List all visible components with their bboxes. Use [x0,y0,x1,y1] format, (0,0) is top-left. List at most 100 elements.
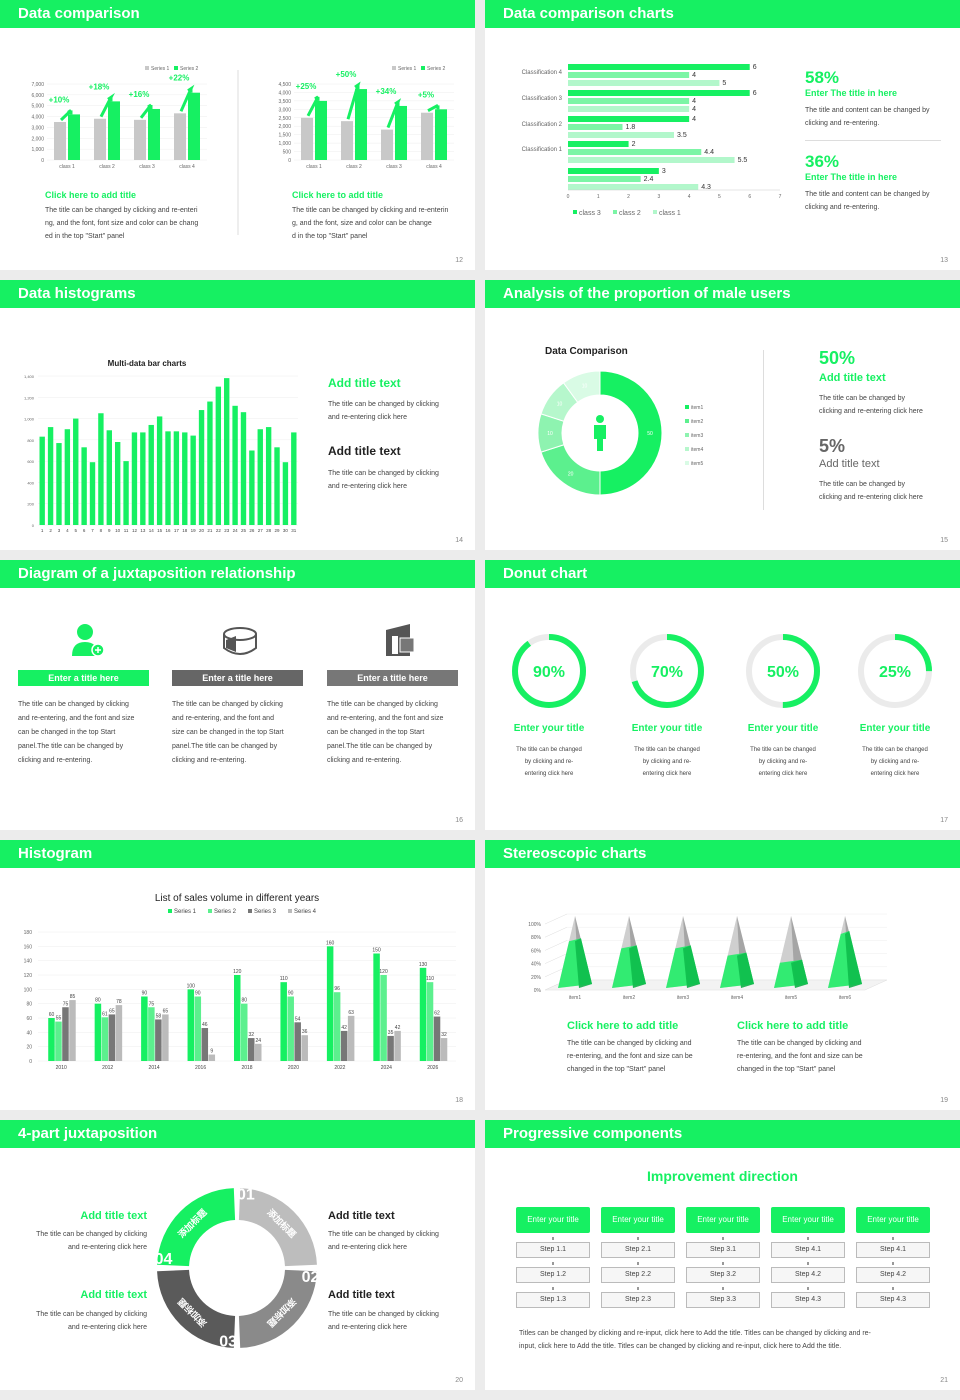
x-tick-label: 2020 [288,1065,299,1071]
data-label: 58 [156,1013,162,1019]
hbar [568,72,690,78]
percent-label: +18% [89,82,110,91]
progress-step[interactable]: Step 4.3 [771,1292,845,1308]
donut-progress [746,634,820,708]
bar [201,1028,209,1061]
connector [722,1287,724,1290]
percent-1: 58% [805,68,840,87]
progress-step[interactable]: Step 2.3 [601,1292,675,1308]
br-heading: Add title text [328,1289,395,1301]
legend-label: Series 3 [254,909,277,915]
legend-swatch [168,909,172,913]
left-caption: Click here to add title [45,190,137,200]
bar [347,1015,355,1061]
subtitle-1: Add title text [819,372,886,384]
data-label: 4.4 [704,149,714,156]
histogram-bar [89,462,96,525]
y-tick-label: 6,000 [31,93,44,99]
data-label: 130 [419,962,428,968]
y-tick-label: 160 [24,944,33,950]
bar [187,989,195,1061]
data-label: 120 [233,969,242,975]
slide-12[interactable]: Data comparison 7,000 6,000 5,000 4,000 3,00… [0,0,475,270]
progress-step[interactable]: Step 4.3 [856,1292,930,1308]
data-label: 55 [56,1016,62,1022]
slide-title: Progressive components [485,1120,960,1148]
y-tick-label: 80 [26,1002,32,1008]
page-number: 12 [455,257,463,264]
chart-title: List of sales volume in different years [155,893,319,904]
legend-swatch [685,461,689,465]
cone-fill-shade [737,952,754,988]
progress-step[interactable]: Step 4.2 [856,1267,930,1283]
progress-step[interactable]: Step 3.2 [686,1267,760,1283]
slide-13[interactable]: Data comparison charts 6 4 5 6 4 4 4 1.8 3.5 2 4.4… [485,0,960,270]
trend-arrow [346,81,361,120]
data-label: 75 [149,1001,155,1007]
legend-label: item1 [691,405,703,411]
data-label: 120 [379,969,388,975]
donut-percent: 50% [767,664,799,681]
connector [552,1287,554,1290]
legend-label: item4 [691,447,703,453]
slide-21[interactable]: Progressive components Improvement direc… [485,1120,960,1390]
slide-20[interactable]: 4-part juxtaposition 添加标题 04 添加标题 01 添加标题 02 添… [0,1120,475,1390]
slide-19[interactable]: Stereoscopic charts 100% 80% 60% 40% 20% 0% it… [485,840,960,1110]
progress-title-button[interactable]: Enter your title [771,1207,845,1233]
progress-title-button[interactable]: Enter your title [601,1207,675,1233]
gridline-depth [544,940,568,951]
page-number: 17 [940,817,948,824]
comparison-charts: 7,000 6,000 5,000 4,000 3,000 2,000 1,000 0 clas… [31,66,454,235]
bar [255,1043,262,1061]
data-label: 78 [116,999,122,1005]
bar [48,1018,55,1061]
subtitle-2: Add title text [819,458,880,470]
hbar [568,106,690,112]
percent-label: +25% [296,82,317,91]
data-label: 3.5 [677,132,687,139]
progress-title-button[interactable]: Enter your title [686,1207,760,1233]
gridline-depth [544,926,568,938]
progress-step[interactable]: Step 2.1 [601,1242,675,1258]
histogram-bar [56,443,62,525]
x-tick-label: 2024 [381,1065,392,1071]
slide-16[interactable]: Diagram of a juxtaposition relationship … [0,560,475,830]
x-tick-label: 2010 [56,1065,67,1071]
progress-title-button[interactable]: Enter your title [856,1207,930,1233]
donut-title: Enter your title [747,723,819,734]
progress-step[interactable]: Step 3.3 [686,1292,760,1308]
progress-title-button[interactable]: Enter your title [516,1207,590,1233]
x-tick-label: class 1 [59,164,75,170]
bar [234,975,241,1061]
data-label: 160 [326,940,335,946]
progress-step[interactable]: Step 1.2 [516,1267,590,1283]
histogram-bar [182,432,188,525]
progress-step[interactable]: Step 2.2 [601,1267,675,1283]
body-2: The title and content can be changed by c… [805,191,930,211]
slide-14[interactable]: Data histograms Multi-data bar charts 1,4… [0,280,475,550]
y-tick-label: 0 [32,523,35,528]
page-number: 13 [940,257,948,264]
y-tick-label: 1,000 [24,417,35,422]
y-tick-label: 40% [531,962,542,968]
progress-step[interactable]: Step 4.1 [771,1242,845,1258]
data-label: 2 [632,141,636,148]
y-tick-label: 800 [27,438,34,443]
progress-step[interactable]: Step 4.1 [856,1242,930,1258]
segment-number: 03 [219,1333,237,1350]
progress-step[interactable]: Step 4.2 [771,1267,845,1283]
progress-step[interactable]: Step 1.1 [516,1242,590,1258]
x-tick-label: 1 [597,194,600,200]
connector [722,1262,724,1265]
slide-18[interactable]: Histogram List of sales volume in differ… [0,840,475,1110]
data-label: 4 [692,98,696,105]
legend-label: Series 1 [174,909,197,915]
slide-17[interactable]: Donut chart 90% 70% 50% 25% Enter your titl… [485,560,960,830]
progress-step[interactable]: Step 3.1 [686,1242,760,1258]
bar [301,1035,308,1061]
progress-step[interactable]: Step 1.3 [516,1292,590,1308]
slide-15[interactable]: Analysis of the proportion of male users… [485,280,960,550]
juxta-body-1: The title can be changed by clicking and … [18,701,135,764]
category-label: Classification 1 [522,147,563,153]
histogram-bar [123,461,129,525]
